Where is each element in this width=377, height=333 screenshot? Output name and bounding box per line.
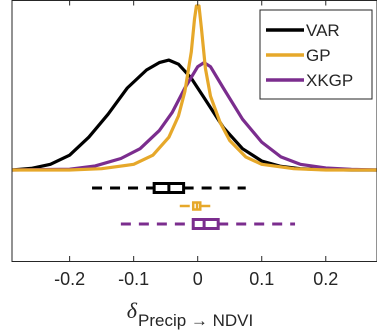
x-tick-label: 0.1 bbox=[249, 269, 274, 289]
box-plot-var bbox=[92, 182, 246, 194]
density-curve-gp bbox=[12, 4, 377, 172]
box-iqr bbox=[191, 218, 220, 230]
x-axis-label-subscript: Precip → NDVI bbox=[138, 311, 253, 330]
legend-label-xkgp: XKGP bbox=[306, 71, 353, 90]
box-plot-xkgp bbox=[120, 218, 296, 230]
x-tick-label: -0.2 bbox=[54, 269, 85, 289]
box-plot-gp bbox=[179, 201, 212, 211]
axes-frame bbox=[11, 0, 377, 262]
x-tick-label: -0.1 bbox=[118, 269, 149, 289]
legend-label-var: VAR bbox=[306, 21, 340, 40]
x-axis-label-symbol: δ bbox=[127, 298, 138, 323]
x-tick-label: 0 bbox=[193, 269, 203, 289]
x-axis-label: δPrecip → NDVI bbox=[127, 298, 253, 330]
x-tick-label: 0.2 bbox=[313, 269, 338, 289]
x-axis-ticks: -0.2 -0.1 0 0.1 0.2 bbox=[54, 0, 338, 289]
legend: VAR GP XKGP bbox=[259, 9, 373, 100]
box-plots bbox=[92, 182, 296, 230]
density-curves bbox=[12, 4, 377, 172]
legend-label-gp: GP bbox=[306, 46, 331, 65]
